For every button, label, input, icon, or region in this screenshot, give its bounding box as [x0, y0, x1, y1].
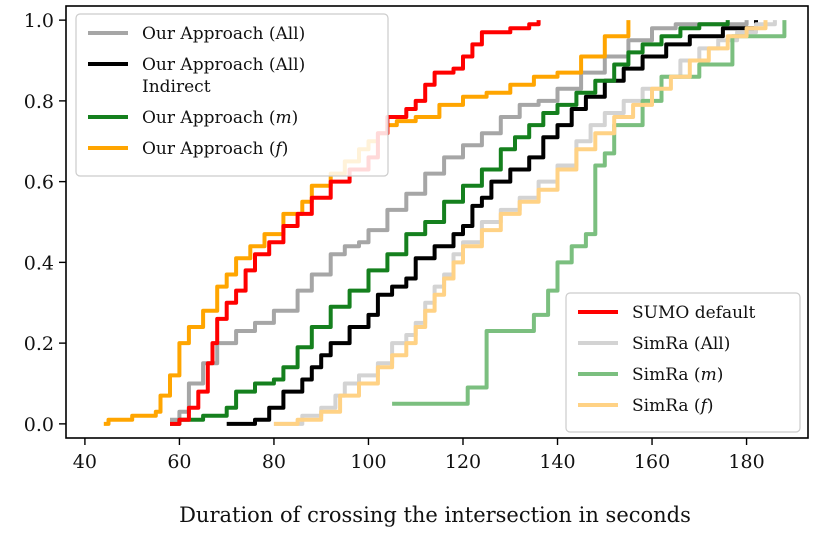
y-tick-label: 0.8	[24, 91, 54, 113]
legend-entry-label: Our Approach (All)	[142, 55, 305, 75]
legend-entry-label-line2: Indirect	[142, 77, 211, 97]
legend-entry-label: SimRa (m)	[632, 365, 723, 385]
legend-label-italic: m	[275, 108, 291, 128]
legend-entry-label: SUMO default	[632, 303, 755, 323]
axes-frame	[65, 5, 809, 439]
legend-entry-label: Our Approach (All)	[142, 24, 305, 44]
legend-label-italic: f	[273, 139, 284, 159]
legend-box	[565, 292, 801, 433]
legend-entry-label: Our Approach (f)	[142, 139, 288, 159]
legend-label-text: Our Approach (	[142, 108, 275, 128]
x-tick-label: 180	[728, 451, 764, 473]
y-tick-label: 0.4	[24, 252, 54, 274]
legend-label-suffix: )	[282, 139, 289, 159]
axes: 40 60 80 100 120 140 160 180 0.0 0.2 0.4 0.6 0.8 1.0	[24, 5, 809, 473]
x-tick-label: 60	[167, 451, 191, 473]
x-axis-label: Duration of crossing the intersection in…	[179, 503, 691, 527]
legend-entry-label: SimRa (f)	[632, 396, 714, 416]
legend-label-text: Our Approach (	[142, 139, 275, 159]
y-tick-label: 1.0	[24, 10, 54, 32]
legend-label-italic: f	[699, 396, 710, 416]
legends: Our Approach (All)Our Approach (All)Indi…	[75, 13, 801, 433]
legend-label-text: Our Approach (All)	[142, 55, 305, 75]
series-line-7	[273, 20, 768, 426]
legend-box	[75, 13, 389, 177]
plot-area	[103, 20, 787, 426]
x-tick-label: 40	[73, 451, 97, 473]
legend-label-text: Our Approach (All)	[142, 24, 305, 44]
series-line-1	[226, 20, 758, 426]
x-tick-label: 140	[539, 451, 575, 473]
series-line-0	[170, 20, 749, 422]
series-line-2	[170, 20, 730, 426]
y-tick-label: 0.2	[24, 333, 54, 355]
legend-label-italic: m	[701, 365, 717, 385]
legend-entry-label: SimRa (All)	[632, 334, 730, 354]
legend-label-suffix: )	[707, 396, 714, 416]
y-tick-label: 0.0	[24, 414, 54, 436]
legend-label-text: SimRa (	[632, 365, 701, 385]
legend-entry-label: Our Approach (m)	[142, 108, 298, 128]
series-line-6	[392, 20, 787, 406]
x-tick-label: 160	[634, 451, 670, 473]
x-tick-label: 80	[262, 451, 286, 473]
x-tick-label: 100	[350, 451, 386, 473]
y-tick-label: 0.6	[24, 172, 54, 194]
legend-label-text: SimRa (	[632, 396, 701, 416]
legend-label-text: SimRa (All)	[632, 334, 730, 354]
legend-label-suffix: )	[292, 108, 299, 128]
legend-label-suffix: )	[717, 365, 724, 385]
legend-upper-left: Our Approach (All)Our Approach (All)Indi…	[75, 13, 389, 177]
legend-label-text: SUMO default	[632, 303, 755, 323]
series-line-4	[170, 20, 541, 426]
x-tick-label: 120	[445, 451, 481, 473]
